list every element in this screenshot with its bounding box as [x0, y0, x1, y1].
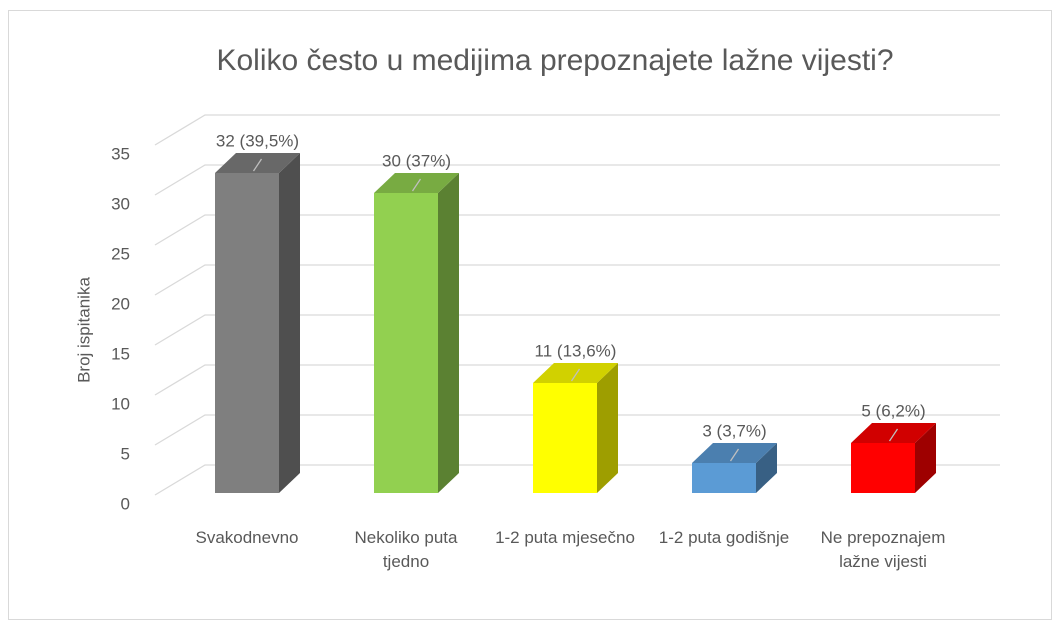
bar-side [915, 423, 936, 493]
label-leader [411, 178, 422, 192]
bar-front [215, 173, 279, 493]
y-tick-label: 0 [121, 494, 130, 513]
y-tick-label: 30 [111, 194, 130, 213]
y-tick-label: 15 [111, 344, 130, 363]
bar-side [756, 443, 777, 493]
y-tick-label: 5 [121, 444, 130, 463]
bar-front [533, 383, 597, 493]
bar-side [279, 153, 300, 493]
data-label: 5 (6,2%) [861, 401, 925, 420]
x-tick-label: 1-2 puta mjesečno [495, 528, 635, 547]
grid-line [154, 214, 1000, 246]
bar-front [692, 463, 756, 493]
data-label: 32 (39,5%) [216, 131, 299, 150]
grid-line [154, 314, 1000, 346]
x-tick-label: Nekoliko puta tjedno [354, 528, 458, 571]
bar-top [374, 173, 459, 193]
y-tick-label: 35 [111, 144, 130, 163]
bar-front [851, 443, 915, 493]
bar-side [597, 363, 618, 493]
x-tick-label: Ne prepoznajem lažne vijesti [820, 528, 946, 571]
grid-line [154, 364, 1000, 396]
y-tick-label: 25 [111, 244, 130, 263]
label-leader [570, 368, 581, 382]
x-tick-label: Svakodnevno [195, 528, 299, 547]
chart-title: Koliko često u medijima prepoznajete laž… [216, 44, 893, 77]
y-tick-label: 10 [111, 394, 130, 413]
grid-line [154, 264, 1000, 296]
data-label: 11 (13,6%) [535, 341, 617, 360]
bar-top [215, 153, 300, 173]
bar-top [692, 443, 777, 463]
data-label: 3 (3,7%) [702, 421, 766, 440]
bar-top [533, 363, 618, 383]
data-label: 30 (37%) [382, 151, 451, 170]
grid-line [154, 164, 1000, 196]
bar-front [374, 193, 438, 493]
y-tick-label: 20 [111, 294, 130, 313]
bar-side [438, 173, 459, 493]
label-leader [888, 428, 899, 442]
label-leader [729, 448, 740, 462]
y-axis-label: Broj ispitanika [74, 277, 93, 383]
grid-line [154, 114, 1000, 146]
bar-top [851, 423, 936, 443]
x-tick-label: 1-2 puta godišnje [658, 528, 790, 547]
label-leader [252, 158, 263, 172]
grid-line [154, 414, 1000, 446]
